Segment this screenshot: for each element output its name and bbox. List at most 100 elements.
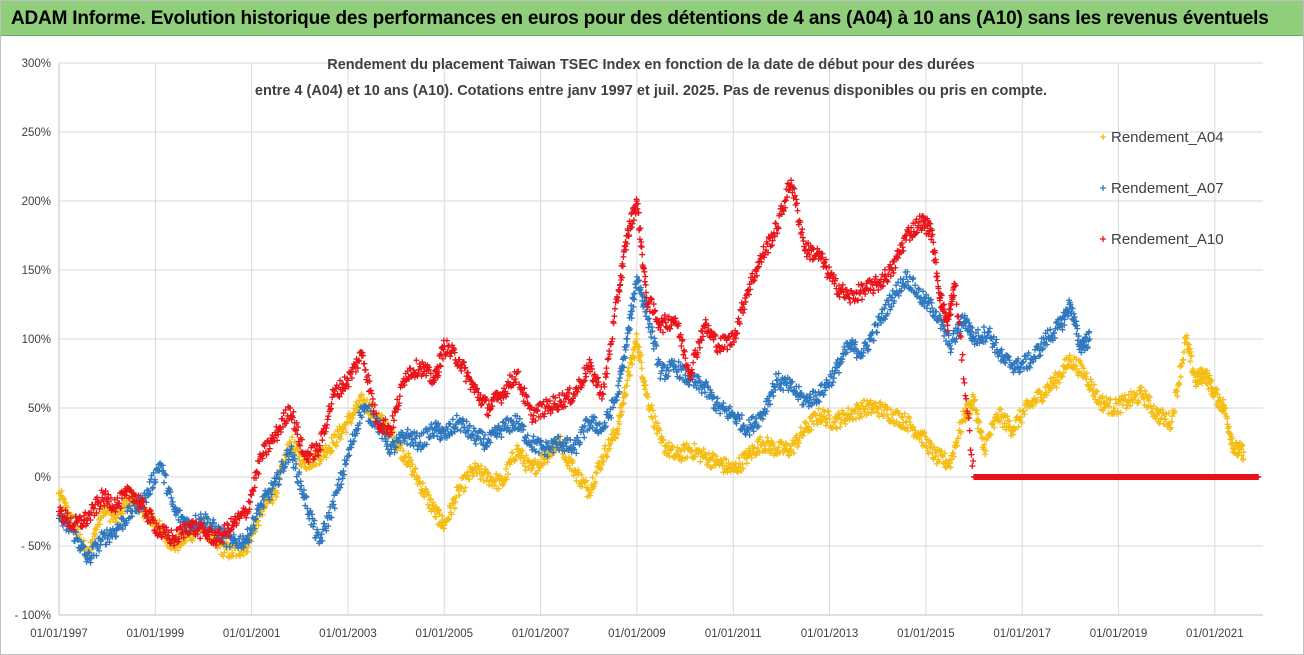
data-marker-A04 (954, 442, 961, 449)
data-marker-A04 (1053, 384, 1060, 391)
data-marker-A04 (1091, 381, 1097, 388)
data-marker-A04 (744, 460, 751, 467)
data-marker-A04 (638, 365, 645, 372)
data-marker-A07 (252, 516, 259, 523)
data-marker-A04 (739, 461, 746, 468)
data-marker-A04 (482, 466, 489, 473)
data-marker-A07 (392, 443, 399, 450)
data-marker-A07 (470, 425, 477, 432)
data-marker-A10 (247, 499, 254, 506)
data-marker-A07 (126, 503, 133, 510)
data-marker-A07 (96, 547, 103, 554)
data-marker-A07 (253, 515, 260, 522)
data-marker-A04 (497, 472, 504, 479)
data-marker-A04 (445, 516, 452, 523)
data-marker-A04 (1099, 393, 1106, 400)
data-marker-A10 (369, 396, 376, 403)
data-marker-A07 (318, 531, 325, 538)
data-marker-A04 (765, 446, 772, 453)
data-marker-A04 (666, 453, 673, 460)
data-marker-A04 (637, 351, 644, 358)
data-marker-A04 (485, 481, 492, 488)
data-marker-A07 (297, 486, 304, 493)
data-marker-A07 (397, 439, 404, 446)
header-banner: ADAM Informe. Evolution historique des p… (1, 1, 1303, 36)
data-marker-A07 (596, 421, 603, 428)
data-marker-A07 (447, 421, 454, 428)
data-marker-A04 (1149, 408, 1156, 415)
data-marker-A04 (531, 456, 538, 463)
data-marker-A04 (790, 450, 797, 457)
data-marker-A07 (293, 460, 300, 467)
data-marker-A07 (435, 420, 442, 427)
data-marker-A04 (422, 485, 429, 492)
data-marker-A07 (451, 424, 458, 431)
data-marker-A07 (483, 443, 490, 450)
data-marker-A04 (1208, 377, 1215, 384)
data-marker-A04 (1181, 339, 1188, 346)
data-marker-A04 (958, 428, 965, 435)
data-marker-A04 (764, 434, 771, 441)
x-tick-label: 01/01/2011 (705, 628, 762, 640)
data-marker-A10 (266, 445, 273, 452)
data-marker-A04 (949, 449, 956, 456)
data-marker-A07 (420, 429, 427, 436)
y-tick-label: - 100% (15, 610, 51, 622)
data-marker-A10 (934, 277, 941, 284)
data-marker-A04 (408, 457, 415, 464)
data-marker-A07 (321, 520, 328, 527)
y-tick-label: 0% (34, 472, 51, 484)
data-marker-A07 (299, 490, 306, 497)
data-marker-A07 (569, 444, 576, 451)
data-marker-A04 (156, 517, 163, 524)
data-marker-A04 (1127, 388, 1134, 395)
data-marker-A04 (286, 438, 293, 445)
data-marker-A04 (1012, 425, 1019, 432)
data-marker-A04 (341, 424, 348, 431)
data-marker-A04 (1103, 394, 1110, 401)
data-marker-A04 (1085, 383, 1092, 390)
data-marker-A07 (640, 302, 647, 309)
data-marker-A04 (409, 461, 416, 468)
data-marker-A04 (1186, 341, 1193, 348)
data-marker-A07 (948, 345, 955, 352)
data-marker-A07 (622, 355, 629, 362)
data-marker-A07 (75, 536, 82, 543)
data-marker-A04 (987, 431, 994, 438)
data-marker-A04 (993, 411, 1000, 418)
data-marker-A04 (866, 402, 873, 409)
data-marker-A07 (626, 326, 633, 333)
x-tick-label: 01/01/1999 (127, 628, 185, 640)
data-marker-A07 (581, 434, 588, 441)
data-marker-A04 (654, 420, 661, 427)
data-marker-A10 (413, 357, 420, 364)
data-marker-A07 (604, 408, 611, 415)
data-marker-A04 (1010, 431, 1017, 438)
data-marker-A10 (362, 366, 369, 373)
data-marker-A07 (874, 329, 881, 336)
data-marker-A04 (1138, 384, 1145, 391)
data-marker-A07 (413, 430, 420, 437)
data-marker-A04 (620, 400, 627, 407)
data-marker-A04 (451, 505, 458, 512)
data-marker-A04 (477, 476, 484, 483)
data-marker-A04 (1222, 404, 1229, 411)
data-marker-A04 (464, 472, 471, 479)
data-marker-A04 (857, 410, 864, 417)
data-marker-A07 (341, 471, 348, 478)
data-marker-A04 (579, 483, 586, 490)
data-marker-A04 (425, 492, 432, 499)
data-marker-A07 (493, 426, 500, 433)
data-marker-A04 (224, 546, 231, 553)
data-marker-A04 (453, 494, 460, 501)
data-marker-A07 (629, 308, 636, 315)
data-marker-A10 (642, 273, 649, 280)
data-marker-A07 (288, 443, 295, 450)
data-marker-A04 (753, 451, 760, 458)
data-marker-A07 (285, 459, 292, 466)
data-marker-A04 (1106, 403, 1113, 410)
data-marker-A07 (468, 435, 475, 442)
data-marker-A04 (1050, 374, 1057, 381)
data-marker-A04 (1083, 370, 1090, 377)
data-marker-A07 (548, 444, 555, 451)
